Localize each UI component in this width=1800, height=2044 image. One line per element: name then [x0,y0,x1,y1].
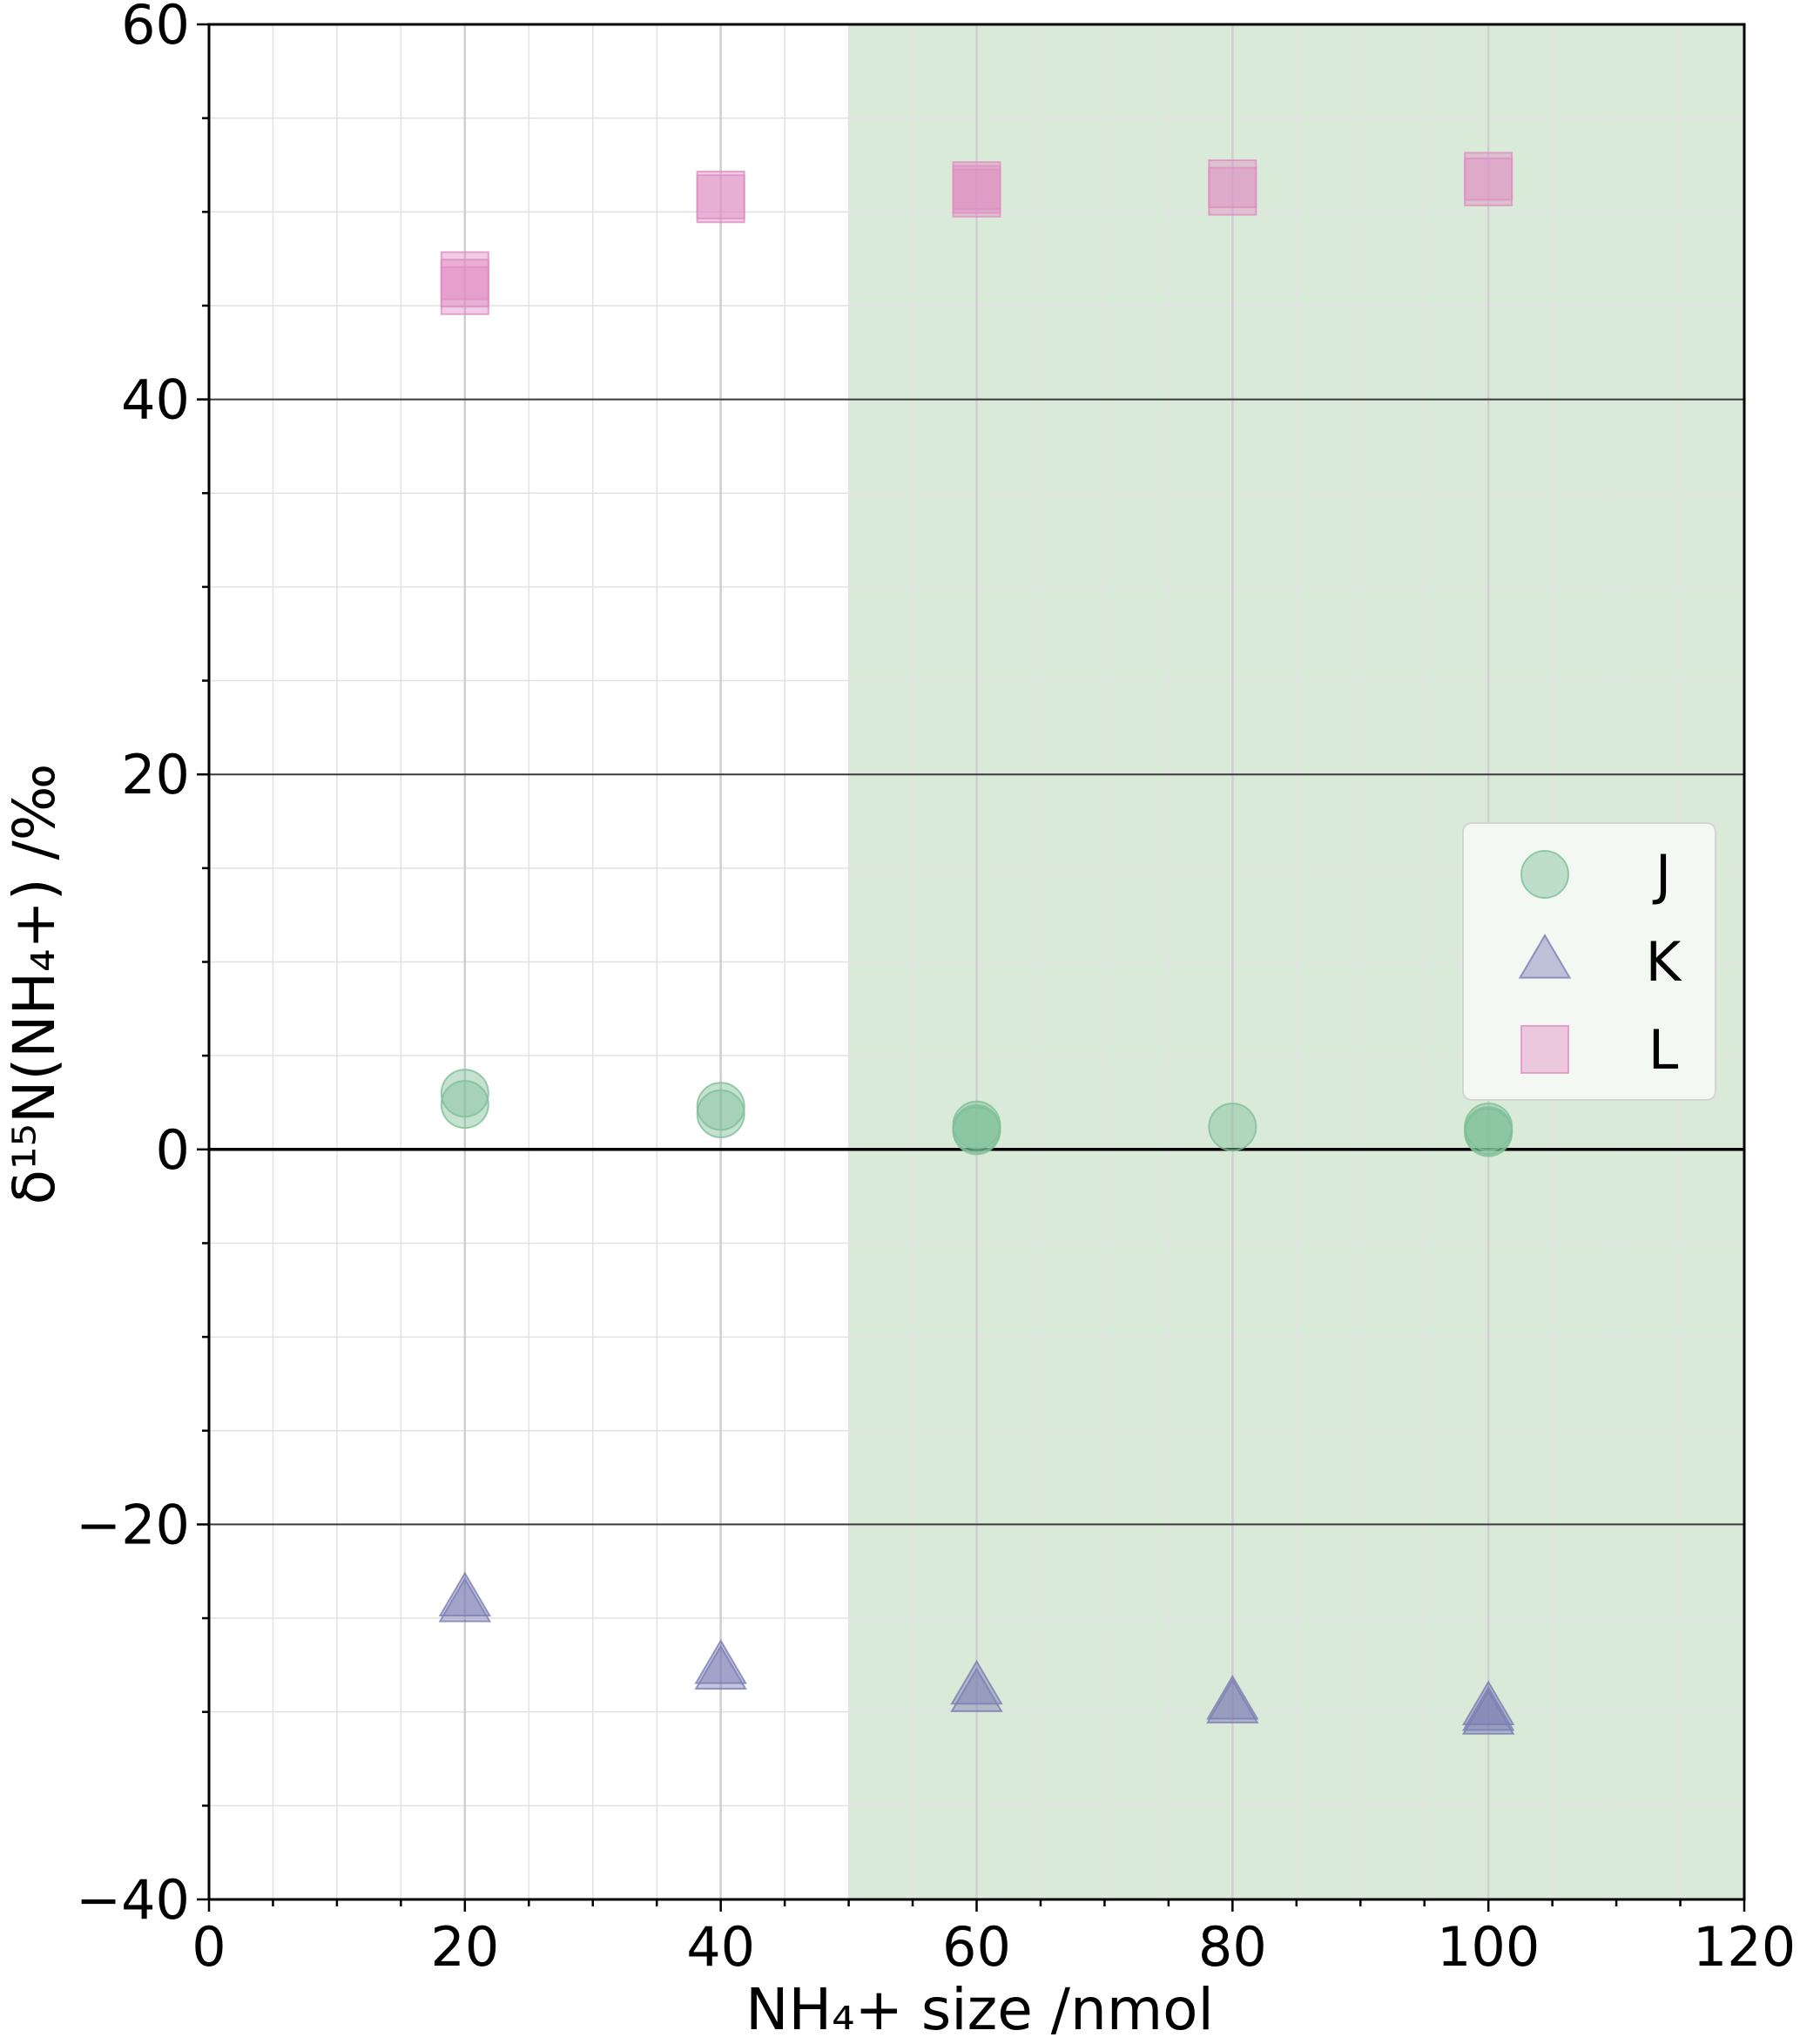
data-point-L [1464,157,1513,206]
legend-label-L: L [1648,1018,1679,1082]
y-tick-label: 0 [156,1118,190,1182]
data-point-K [1461,1690,1515,1735]
data-point-L [952,165,1001,214]
data-point-K [950,1659,1003,1705]
y-tick-label: 40 [121,368,190,432]
x-tick-label: 60 [942,1915,1011,1979]
data-point-L [1464,152,1513,201]
y-tick-label: −40 [76,1868,190,1932]
data-point-J [696,1089,745,1138]
data-point-L [440,251,489,300]
y-tick-label: −20 [76,1493,190,1556]
x-tick-label: 120 [1693,1915,1796,1979]
y-axis-label: δ¹⁵N(NH₄+) /‰ [1,764,68,1205]
legend-label-K: K [1646,930,1682,994]
data-point-J [696,1082,745,1131]
data-point-K [694,1639,747,1684]
data-point-J [440,1080,489,1130]
y-tick-label: 60 [121,0,190,57]
data-point-J [1208,1102,1257,1151]
data-point-J [440,1069,489,1118]
legend: JKL [1462,822,1716,1101]
x-tick-labels: 0 20 40 60 80 100 120 [192,1915,1796,1979]
legend-box [1462,822,1716,1101]
data-point-L [1208,166,1257,216]
data-point-K [1461,1685,1515,1731]
data-point-J [1464,1106,1513,1156]
y-tick-label: 20 [121,743,190,806]
data-point-K [1206,1674,1259,1720]
x-tick-label: 100 [1437,1915,1540,1979]
legend-label-J: J [1652,843,1671,907]
x-tick-label: 80 [1198,1915,1267,1979]
legend-marker-J [1520,850,1569,899]
data-point-L [440,266,489,315]
legend-marker-K [1518,934,1572,979]
data-point-L [696,174,745,224]
data-point-K [438,1571,492,1617]
data-point-K [694,1644,747,1690]
data-point-J [952,1104,1001,1154]
data-point-K [438,1577,492,1622]
data-point-K [1206,1678,1259,1724]
x-tick-label: 0 [192,1915,226,1979]
data-point-K [950,1667,1003,1712]
data-points [438,152,1515,1735]
x-axis-label: NH₄+ size /nmol [745,1976,1214,2043]
legend-marker-L [1520,1025,1569,1074]
axis-ticks [197,23,1746,1912]
data-point-L [696,170,745,219]
y-tick-labels: −40 −20 0 20 40 60 [76,0,190,1932]
major-gridlines [209,24,1744,1899]
x-tick-label: 20 [430,1915,499,1979]
x-tick-label: 40 [686,1915,755,1979]
